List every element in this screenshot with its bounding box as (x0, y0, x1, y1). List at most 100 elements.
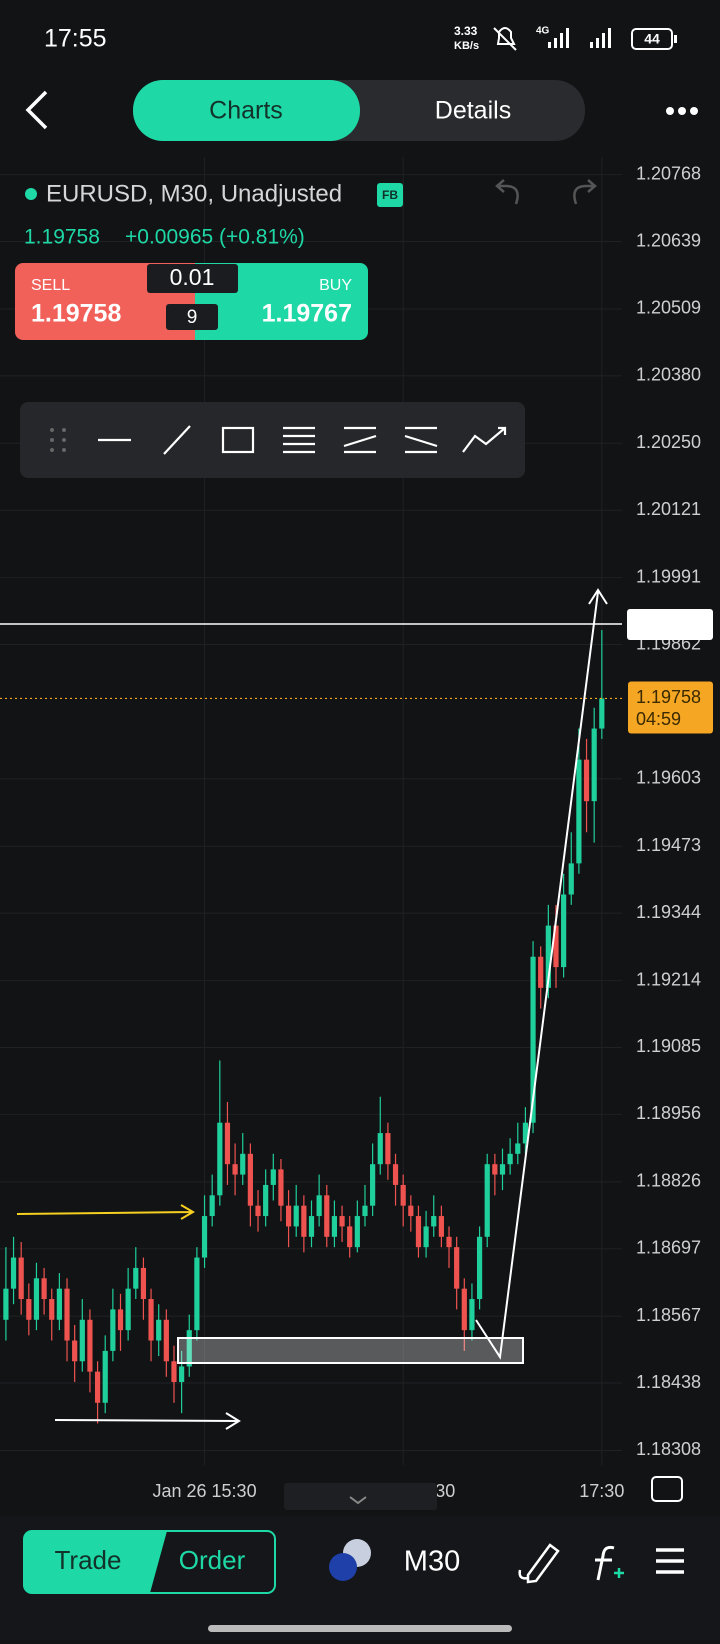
tool-path[interactable] (462, 426, 507, 453)
candle-body (285, 1205, 292, 1227)
lot-box[interactable] (147, 264, 238, 293)
candle-body (209, 1195, 215, 1217)
candle-body (140, 1267, 147, 1300)
candle-body (148, 1299, 154, 1341)
candle-body (308, 1216, 315, 1237)
candle-body (179, 1366, 185, 1383)
signal-icons (548, 28, 611, 48)
candle-body (461, 1288, 467, 1331)
screenshot-icon[interactable] (651, 1476, 683, 1502)
badge-text: FB (382, 188, 398, 202)
badge (377, 183, 403, 207)
tab[interactable]: Charts (209, 97, 283, 125)
status-dot (25, 188, 37, 200)
y-tick-label: 1.19344 (636, 902, 701, 922)
candle-body (316, 1195, 322, 1217)
candle-body (423, 1226, 429, 1248)
price-tag-countdown: 04:59 (636, 709, 681, 729)
tool-channel2[interactable] (404, 426, 438, 454)
candle-body (156, 1319, 162, 1341)
more-button[interactable] (666, 107, 698, 115)
trade-active[interactable] (24, 1531, 167, 1593)
sell-edge (185, 263, 195, 340)
price-tag-value: 1.19758 (636, 687, 701, 707)
zone-rect (177, 1337, 524, 1364)
tool-fib[interactable] (283, 426, 315, 454)
candle-body (163, 1319, 169, 1362)
sell-price: 1.19758 (31, 300, 121, 328)
candle-body (324, 1195, 330, 1237)
drawings (0, 588, 622, 1430)
y-tick-label: 1.19473 (636, 835, 701, 855)
tool-channel[interactable] (343, 426, 377, 454)
candle-body (217, 1122, 223, 1196)
candle-body (94, 1371, 101, 1403)
candle-body (41, 1278, 47, 1300)
candle-body (186, 1330, 192, 1367)
draw-icon[interactable] (518, 1543, 560, 1584)
undo[interactable] (495, 179, 519, 205)
tab-active[interactable] (133, 80, 360, 141)
menu-icon[interactable] (656, 1548, 684, 1574)
redo[interactable] (573, 179, 597, 205)
home-indicator (208, 1625, 512, 1632)
candle-body (33, 1278, 40, 1320)
candle-body (454, 1247, 460, 1289)
status-network: 4G (536, 26, 550, 37)
order-button[interactable]: Order (179, 1545, 246, 1575)
tab[interactable]: Details (435, 97, 511, 125)
indicator-icon[interactable] (595, 1545, 615, 1581)
white-arrow (54, 1412, 241, 1430)
y-tick-label: 1.18438 (636, 1372, 701, 1392)
back-button[interactable] (25, 90, 48, 130)
timeframe[interactable]: M30 (404, 1546, 460, 1578)
change: +0.00965 (+0.81%) (125, 226, 305, 249)
candle-body (110, 1309, 116, 1351)
candle-body (499, 1164, 506, 1175)
candle-body (247, 1153, 253, 1206)
battery-tip (674, 35, 677, 43)
candle-body (18, 1257, 24, 1300)
candle-body (431, 1216, 437, 1227)
candle-body (347, 1226, 353, 1248)
price-tag (628, 681, 713, 734)
y-tick-label: 1.18567 (636, 1305, 701, 1325)
candle-body (194, 1257, 200, 1331)
candle-body (568, 863, 574, 895)
candle-body (270, 1169, 276, 1185)
candle-body (561, 894, 567, 968)
x-tick-label: Jan 26 15:30 (152, 1481, 256, 1501)
candle-body (538, 956, 544, 988)
candle-body (224, 1122, 231, 1165)
spread-box (166, 304, 218, 330)
candle-body (240, 1153, 246, 1175)
battery-level: 44 (644, 31, 660, 47)
mute-icon (493, 27, 517, 51)
candle-body (377, 1133, 383, 1165)
candle-body (362, 1205, 368, 1217)
tool-rect[interactable] (221, 426, 255, 454)
candle-body (79, 1319, 85, 1362)
y-tick-label: 1.19085 (636, 1036, 701, 1056)
draw-tools (50, 425, 507, 455)
candle-body (87, 1319, 93, 1372)
indicator-plus (614, 1568, 624, 1578)
candle-body (49, 1299, 55, 1320)
tool-line[interactable] (163, 425, 191, 455)
candle-body (484, 1164, 490, 1237)
candle-body (10, 1257, 17, 1289)
candle-body (331, 1216, 338, 1237)
candle-body (576, 759, 582, 864)
spread: 9 (187, 307, 198, 328)
candle-body (339, 1216, 345, 1227)
candle-body (354, 1216, 360, 1248)
y-tick-label: 1.19214 (636, 969, 701, 989)
candle-body (232, 1164, 238, 1175)
candle-body (102, 1350, 108, 1403)
axis-marker (627, 609, 713, 640)
lot: 0.01 (170, 264, 215, 290)
trade-button[interactable]: Trade (55, 1545, 122, 1575)
handle[interactable] (284, 1483, 437, 1510)
